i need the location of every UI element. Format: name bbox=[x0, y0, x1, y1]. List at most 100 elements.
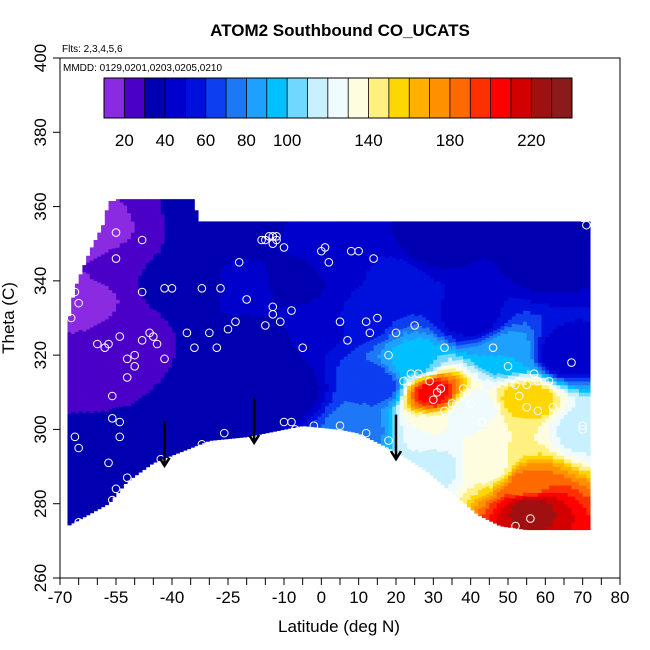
field-cell bbox=[213, 406, 218, 411]
field-cell bbox=[89, 297, 94, 302]
field-cell bbox=[306, 292, 311, 297]
field-cell bbox=[119, 276, 124, 281]
field-cell bbox=[298, 310, 304, 316]
field-cell bbox=[298, 318, 304, 323]
field-cell bbox=[190, 276, 195, 281]
field-cell bbox=[231, 371, 236, 376]
field-cell bbox=[306, 244, 311, 249]
field-cell bbox=[108, 222, 113, 228]
field-cell bbox=[123, 205, 128, 210]
field-cell bbox=[351, 383, 356, 388]
field-cell bbox=[336, 406, 341, 412]
field-cell bbox=[78, 310, 83, 316]
field-cell bbox=[78, 299, 83, 304]
field-cell bbox=[216, 313, 221, 318]
field-cell bbox=[328, 227, 333, 233]
field-cell bbox=[340, 232, 345, 238]
field-cell bbox=[306, 377, 311, 383]
field-cell bbox=[134, 363, 139, 368]
field-cell bbox=[168, 274, 173, 279]
field-cell bbox=[228, 286, 233, 291]
field-cell bbox=[291, 331, 296, 336]
field-cell bbox=[89, 375, 94, 380]
field-cell bbox=[134, 285, 139, 290]
field-cell bbox=[343, 371, 348, 376]
field-cell bbox=[213, 369, 218, 374]
field-cell bbox=[116, 258, 121, 263]
field-cell bbox=[194, 323, 199, 328]
field-cell bbox=[153, 302, 158, 307]
field-cell bbox=[261, 244, 266, 249]
field-cell bbox=[276, 259, 281, 264]
field-cell bbox=[261, 236, 266, 241]
field-cell bbox=[313, 282, 318, 287]
field-cell bbox=[209, 425, 214, 430]
field-cell bbox=[164, 446, 169, 451]
field-cell bbox=[123, 450, 128, 455]
field-cell bbox=[164, 398, 169, 403]
field-cell bbox=[254, 267, 259, 272]
field-cell bbox=[123, 305, 128, 310]
field-cell bbox=[97, 501, 102, 506]
field-cell bbox=[160, 366, 165, 371]
field-cell bbox=[213, 347, 218, 352]
field-cell bbox=[67, 428, 72, 433]
field-cell bbox=[119, 317, 124, 322]
field-cell bbox=[321, 357, 326, 362]
field-cell bbox=[89, 401, 94, 406]
field-cell bbox=[325, 298, 330, 303]
field-cell bbox=[145, 392, 150, 397]
field-cell bbox=[112, 244, 117, 249]
field-cell bbox=[231, 259, 236, 264]
field-cell bbox=[190, 424, 195, 430]
field-cell bbox=[317, 230, 322, 235]
field-cell bbox=[104, 467, 109, 472]
field-cell bbox=[354, 339, 360, 345]
field-cell bbox=[298, 303, 304, 308]
field-cell bbox=[313, 360, 318, 365]
field-cell bbox=[302, 273, 307, 278]
field-cell bbox=[104, 222, 109, 227]
field-cell bbox=[153, 358, 158, 363]
field-cell bbox=[332, 321, 337, 326]
field-cell bbox=[310, 411, 315, 416]
field-cell bbox=[205, 348, 210, 353]
field-cell bbox=[194, 430, 199, 436]
field-cell bbox=[89, 293, 94, 298]
field-cell bbox=[321, 346, 326, 351]
field-cell bbox=[119, 365, 124, 370]
field-cell bbox=[190, 432, 195, 437]
field-cell bbox=[310, 292, 315, 298]
field-cell bbox=[86, 258, 91, 263]
field-cell bbox=[313, 297, 318, 302]
field-cell bbox=[257, 337, 262, 342]
field-cell bbox=[112, 463, 117, 468]
field-cell bbox=[343, 415, 348, 420]
field-cell bbox=[261, 292, 266, 297]
field-cell bbox=[153, 339, 158, 344]
field-cell bbox=[97, 323, 102, 328]
field-cell bbox=[246, 328, 251, 333]
field-cell bbox=[127, 335, 132, 340]
field-cell bbox=[138, 427, 143, 432]
field-cell bbox=[134, 233, 139, 238]
field-cell bbox=[194, 341, 199, 346]
field-cell bbox=[86, 444, 91, 449]
field-cell bbox=[272, 260, 277, 265]
field-cell bbox=[119, 209, 124, 214]
field-cell bbox=[153, 398, 158, 404]
field-cell bbox=[104, 471, 109, 476]
field-cell bbox=[291, 227, 296, 232]
field-cell bbox=[276, 359, 281, 365]
field-cell bbox=[347, 241, 352, 246]
field-cell bbox=[216, 402, 221, 407]
field-cell bbox=[172, 361, 177, 366]
field-cell bbox=[201, 294, 206, 299]
field-cell bbox=[194, 326, 199, 332]
field-cell bbox=[261, 262, 266, 267]
field-cell bbox=[112, 370, 117, 375]
field-cell bbox=[280, 266, 285, 271]
field-cell bbox=[231, 241, 236, 246]
field-cell bbox=[261, 429, 266, 434]
field-cell bbox=[313, 412, 318, 417]
